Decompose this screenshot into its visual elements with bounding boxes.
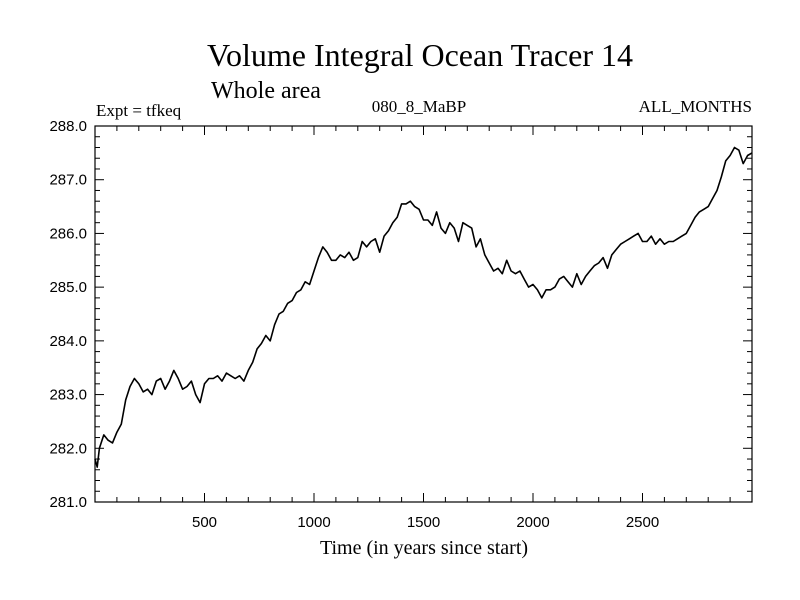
y-tick-label: 285.0: [49, 279, 87, 296]
y-tick-label: 281.0: [49, 494, 87, 511]
x-tick-label: 2500: [626, 514, 659, 531]
x-tick-label: 500: [192, 514, 217, 531]
chart-title: Volume Integral Ocean Tracer 14: [207, 37, 633, 73]
series-line-0: [94, 146, 753, 468]
y-tick-label: 282.0: [49, 440, 87, 457]
experiment-label: Expt = tfkeq: [96, 101, 182, 120]
period-label: 080_8_MaBP: [372, 97, 466, 116]
y-tick-label: 284.0: [49, 333, 87, 350]
x-tick-label: 1500: [407, 514, 440, 531]
y-tick-label: 288.0: [49, 118, 87, 135]
x-tick-label: 2000: [516, 514, 549, 531]
y-tick-label: 287.0: [49, 172, 87, 189]
x-tick-label: 1000: [297, 514, 330, 531]
plot-frame: [94, 125, 753, 503]
y-tick-label: 286.0: [49, 225, 87, 242]
axis-layer: 281.0 282.0 283.0 284.0 285.0 286.0 287.0 288.0…: [49, 118, 752, 531]
months-label: ALL_MONTHS: [639, 97, 752, 116]
data-layer: [94, 146, 753, 468]
y-tick-label: 283.0: [49, 387, 87, 404]
chart-subtitle: Whole area: [211, 78, 321, 104]
x-axis-label: Time (in years since start): [320, 537, 528, 559]
